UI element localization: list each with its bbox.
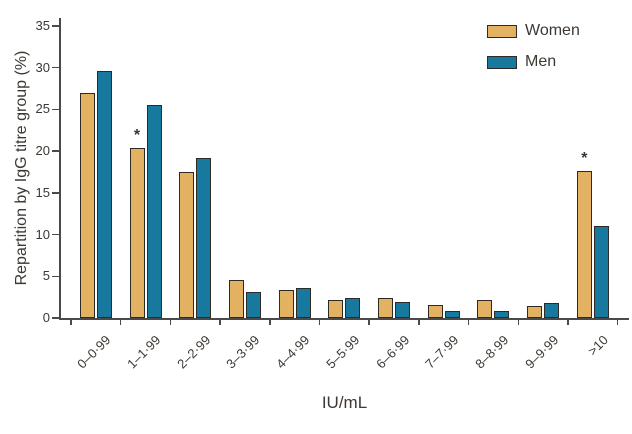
x-tick-mark <box>467 319 470 325</box>
legend-label: Women <box>525 22 580 39</box>
y-tick-label: 20 <box>35 143 50 159</box>
y-tick-label: 0 <box>42 310 50 325</box>
bar-men <box>345 297 361 318</box>
legend-swatch-men <box>487 55 517 69</box>
x-category-label: 4–4·99 <box>273 332 313 372</box>
legend-item-women: Women <box>487 19 580 43</box>
bar-men <box>96 71 112 318</box>
x-category-label: >10 <box>584 332 611 359</box>
y-tick-label: 25 <box>35 101 50 117</box>
y-tick-label: 10 <box>35 226 50 242</box>
legend-label: Men <box>525 53 557 70</box>
y-tick-mark <box>52 108 59 111</box>
y-tick-label: 5 <box>42 268 50 284</box>
bar-women <box>576 171 592 318</box>
bar-women <box>129 147 145 318</box>
y-axis-line <box>58 18 61 320</box>
bar-women <box>328 300 344 318</box>
x-tick-mark <box>418 319 420 325</box>
x-tick-mark <box>70 319 72 325</box>
y-tick-mark <box>52 233 59 236</box>
y-tick-mark <box>52 150 59 152</box>
x-tick-mark <box>368 319 370 325</box>
x-tick-mark <box>517 319 520 325</box>
x-tick-mark <box>567 319 569 325</box>
bar-women <box>477 300 493 318</box>
bar-men <box>295 287 311 318</box>
bar-women <box>79 92 95 318</box>
bar-men <box>494 311 510 318</box>
bar-women <box>378 297 394 318</box>
y-tick-label: 30 <box>35 59 50 75</box>
bar-women <box>228 279 244 318</box>
bar-men <box>146 105 162 318</box>
x-tick-mark <box>119 319 122 325</box>
bar-men <box>593 226 609 318</box>
x-category-label: 3–3·99 <box>223 332 263 372</box>
bar-men <box>444 311 460 318</box>
x-category-label: 8–8·99 <box>472 332 512 372</box>
x-category-label: 2–2·99 <box>173 332 214 372</box>
x-tick-mark <box>616 319 619 325</box>
bar-men <box>395 302 411 318</box>
x-tick-mark <box>269 319 271 325</box>
legend-item-men: Men <box>487 50 580 74</box>
legend-swatch-women <box>487 24 517 38</box>
x-category-label: 0–0·99 <box>74 332 114 372</box>
y-tick-mark <box>52 317 59 319</box>
y-tick-label: 35 <box>35 18 50 33</box>
bar-men <box>245 292 261 318</box>
x-tick-mark <box>318 319 321 325</box>
bar-women <box>179 172 195 318</box>
y-tick-mark <box>52 66 59 69</box>
bar-men <box>196 157 212 318</box>
x-category-label: 5–5·99 <box>323 332 363 372</box>
x-tick-mark <box>169 319 172 325</box>
significance-asterisk: * <box>581 150 588 168</box>
x-category-label: 9–9·99 <box>521 332 562 372</box>
significance-asterisk: * <box>133 126 141 144</box>
bar-women <box>278 290 294 318</box>
x-tick-mark <box>219 319 221 325</box>
y-tick-label: 15 <box>35 184 50 200</box>
bar-women <box>427 305 443 318</box>
x-category-label: 7–7·99 <box>422 332 462 372</box>
legend: Women Men <box>487 19 580 81</box>
bar-women <box>527 306 543 318</box>
x-axis-line <box>58 317 629 320</box>
x-axis-title: IU/mL <box>321 393 368 412</box>
y-tick-mark <box>52 275 59 278</box>
bar-men <box>544 302 560 318</box>
y-tick-mark <box>52 25 59 27</box>
y-tick-mark <box>52 192 59 194</box>
x-category-label: 6–6·99 <box>372 332 412 372</box>
x-category-label: 1–1·99 <box>124 332 164 372</box>
